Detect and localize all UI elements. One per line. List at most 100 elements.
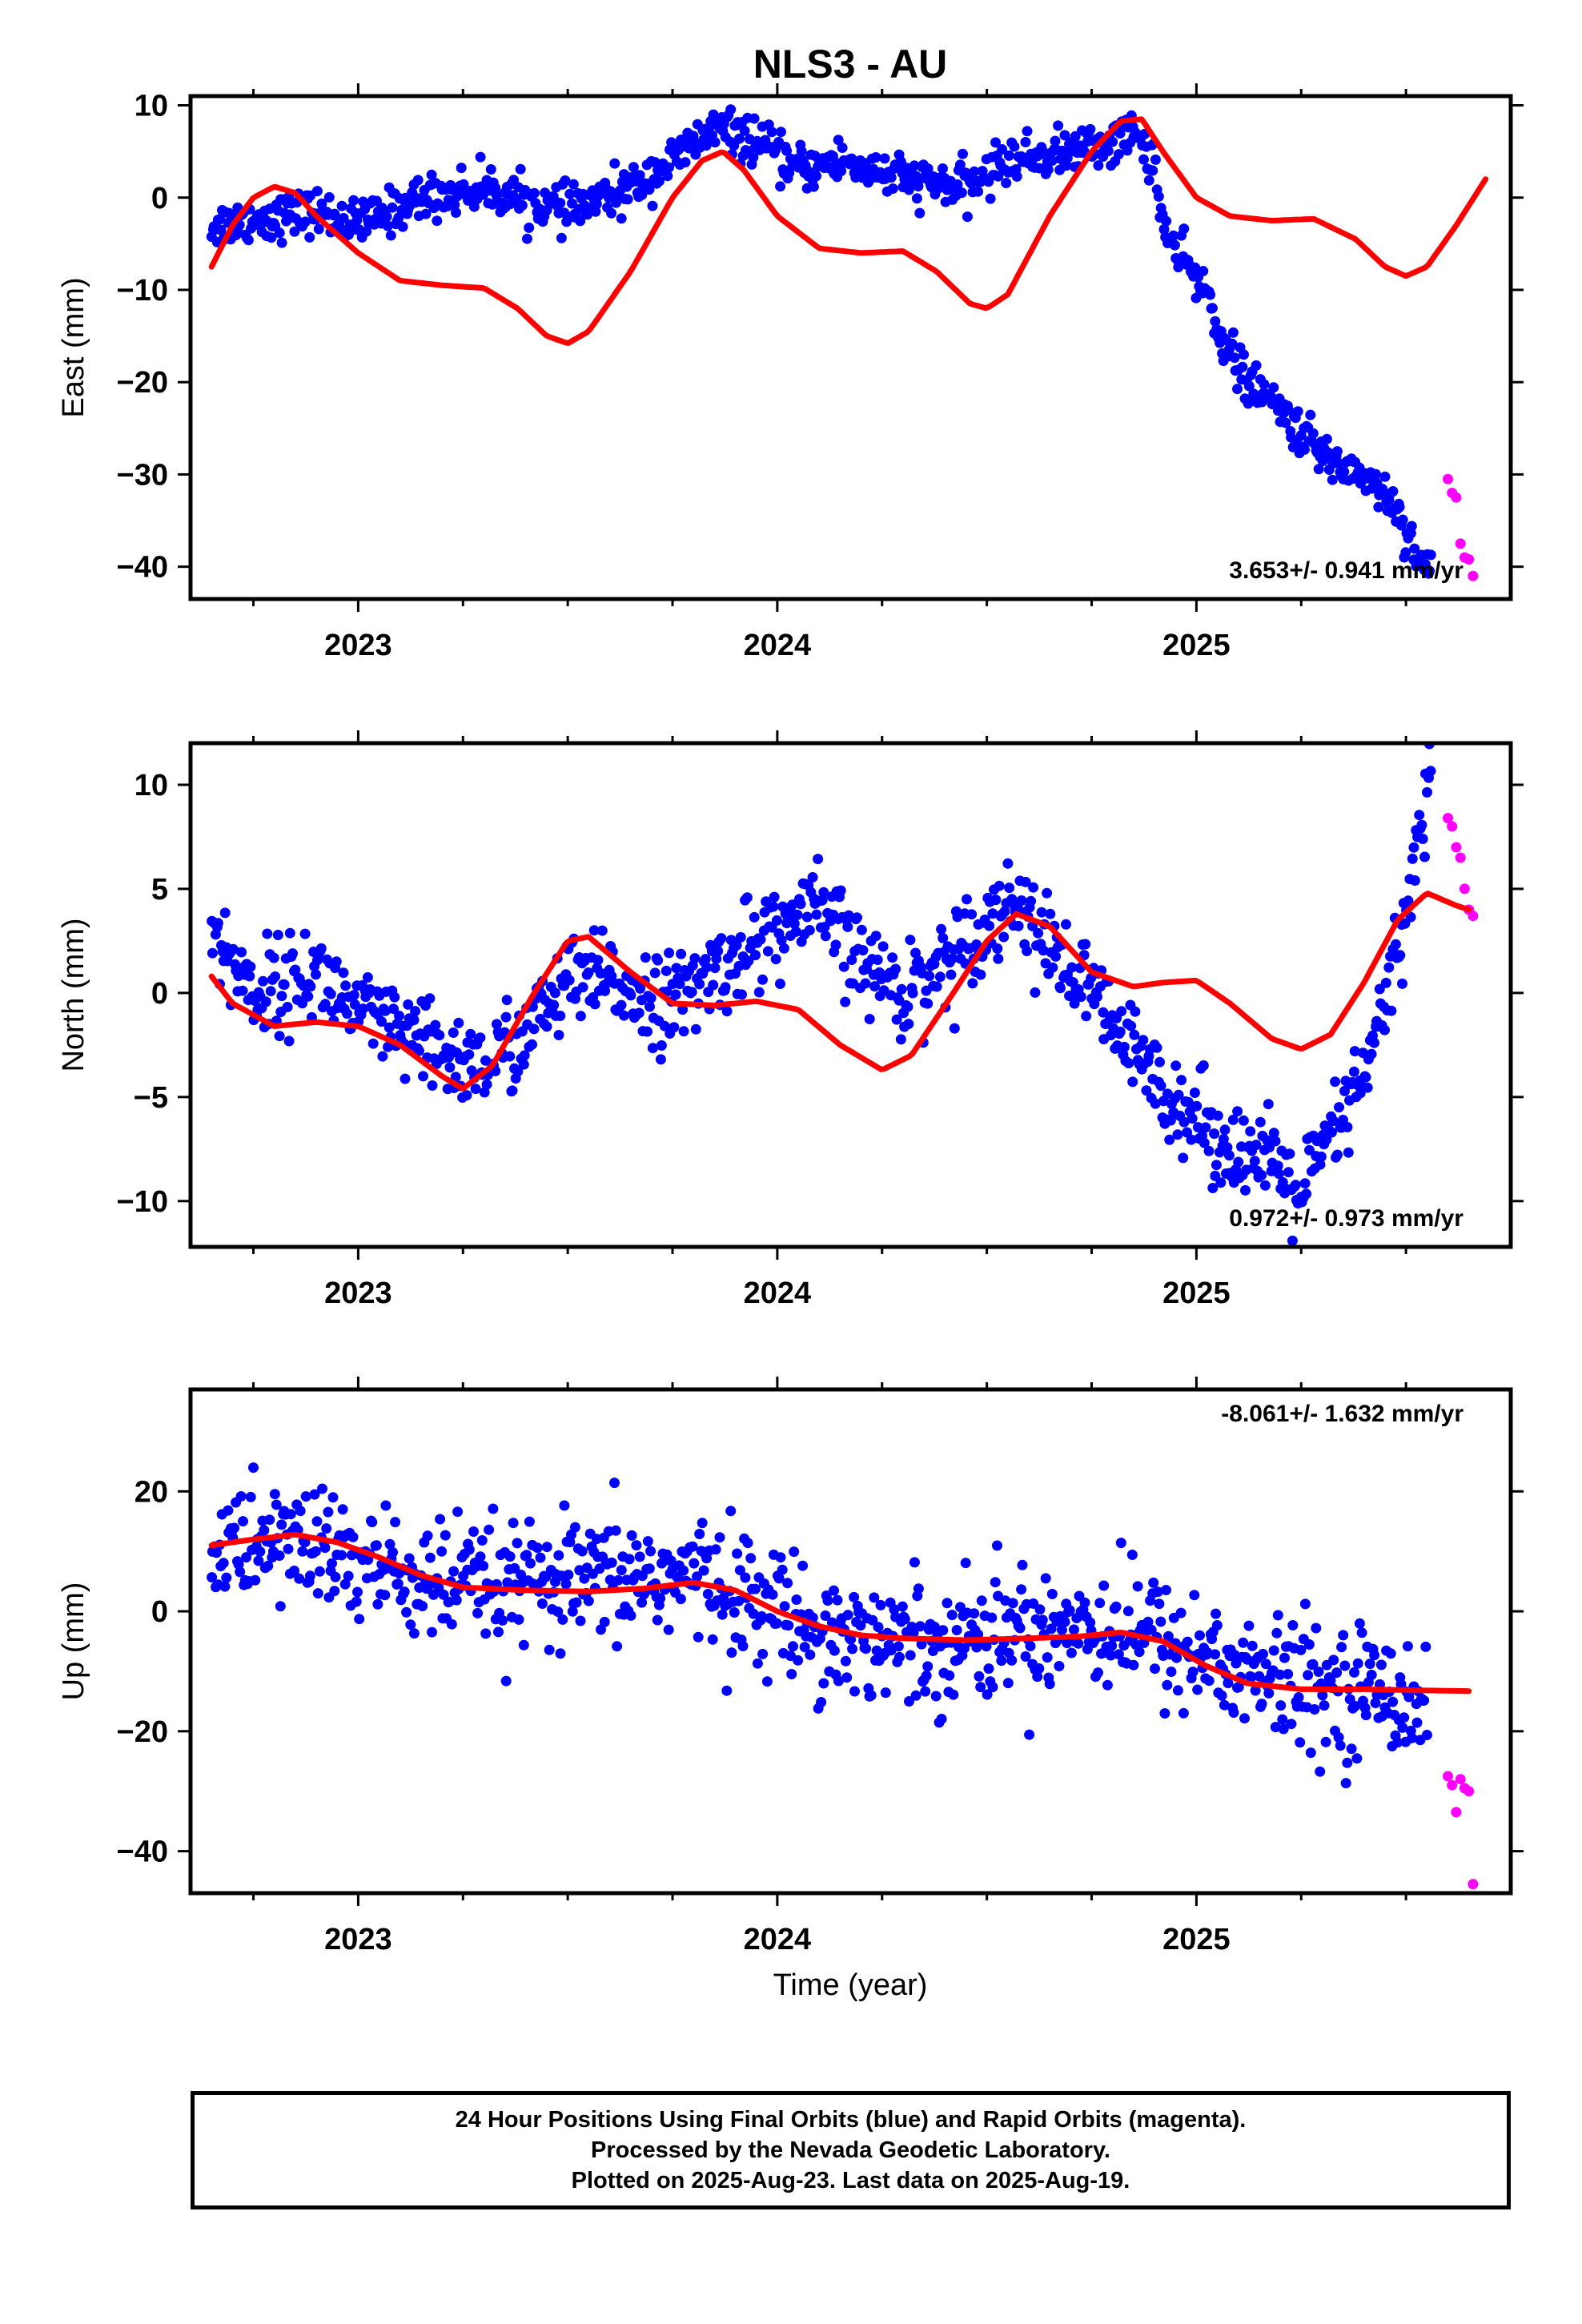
final-orbit-point	[986, 1612, 998, 1623]
final-orbit-point	[1379, 471, 1391, 482]
final-orbit-point	[317, 1483, 327, 1494]
final-orbit-point	[1338, 1630, 1349, 1641]
final-orbit-point	[742, 1538, 753, 1549]
final-orbit-point	[1392, 1737, 1403, 1748]
final-orbit-point	[1054, 1661, 1065, 1671]
final-orbit-point	[1395, 1679, 1407, 1690]
final-orbit-point	[1386, 1005, 1397, 1016]
final-orbit-point	[1366, 1048, 1377, 1059]
final-orbit-point	[665, 1555, 677, 1566]
final-orbit-point	[1414, 810, 1425, 821]
final-orbit-point	[872, 955, 883, 965]
final-orbit-point	[729, 1607, 740, 1618]
final-orbit-point	[633, 1007, 644, 1019]
final-orbit-point	[414, 1045, 424, 1056]
final-orbit-point	[424, 1552, 436, 1563]
final-orbit-point	[920, 1686, 931, 1697]
final-orbit-point	[381, 211, 392, 222]
final-orbit-point	[229, 1522, 240, 1534]
final-orbit-point	[1339, 1085, 1350, 1096]
final-orbit-point	[1045, 908, 1056, 919]
final-orbit-point	[1170, 1060, 1182, 1072]
final-orbit-point	[1176, 1075, 1187, 1086]
final-orbit-point	[367, 1517, 378, 1528]
final-orbit-point	[982, 1689, 993, 1700]
final-orbit-point	[1216, 1690, 1227, 1701]
final-orbit-point	[259, 1525, 270, 1536]
final-orbit-point	[321, 1523, 332, 1534]
final-orbit-point	[1366, 1669, 1377, 1680]
final-orbit-point	[1256, 1169, 1267, 1180]
final-orbit-point	[606, 1557, 617, 1568]
final-orbit-point	[847, 1643, 858, 1655]
final-orbit-point	[1007, 1598, 1018, 1609]
final-orbit-point	[1122, 1606, 1134, 1617]
y-tick-label: −40	[117, 1835, 168, 1869]
final-orbit-point	[1240, 1184, 1251, 1196]
final-orbit-point	[1190, 262, 1201, 273]
final-orbit-point	[536, 1598, 548, 1609]
final-orbit-point	[1328, 1655, 1339, 1666]
final-orbit-point	[207, 1572, 218, 1583]
final-orbit-point	[1050, 951, 1062, 962]
final-orbit-point	[1178, 223, 1190, 235]
final-orbit-point	[1030, 987, 1041, 998]
final-orbit-point	[548, 999, 560, 1011]
final-orbit-point	[1138, 1035, 1149, 1046]
final-orbit-point	[1239, 1713, 1250, 1724]
y-axis-label: North (mm)	[57, 918, 90, 1072]
final-orbit-point	[476, 1535, 488, 1546]
final-orbit-point	[237, 985, 248, 996]
final-orbit-point	[1303, 1670, 1314, 1681]
final-orbit-point	[1132, 1581, 1143, 1592]
final-orbit-point	[512, 1066, 524, 1077]
x-axis-label: Time (year)	[773, 1968, 928, 2002]
final-orbit-point	[1044, 1679, 1055, 1690]
final-orbit-point	[1166, 1667, 1177, 1677]
final-orbit-point	[1286, 1719, 1297, 1730]
final-orbit-point	[962, 211, 973, 223]
final-orbit-point	[635, 983, 646, 994]
final-orbit-point	[1017, 1559, 1028, 1570]
final-orbit-point	[725, 104, 737, 115]
final-orbit-point	[1243, 380, 1255, 392]
final-orbit-point	[1003, 150, 1014, 161]
y-tick-label: −5	[134, 1081, 168, 1115]
final-orbit-point	[671, 963, 682, 974]
final-orbit-point	[1370, 1698, 1381, 1708]
final-orbit-point	[1211, 1620, 1223, 1630]
final-orbit-point	[713, 946, 724, 957]
data-layer	[207, 1462, 1479, 1890]
final-orbit-point	[480, 1628, 492, 1639]
rapid-orbit-point	[1455, 538, 1466, 549]
final-orbit-point	[829, 1585, 839, 1596]
velocity-annotation: 3.653+/- 0.941 mm/yr	[1229, 557, 1464, 584]
final-orbit-point	[1195, 1630, 1205, 1641]
final-orbit-point	[1141, 1085, 1152, 1096]
final-orbit-point	[283, 1543, 294, 1554]
final-orbit-point	[1245, 1126, 1256, 1137]
final-orbit-point	[799, 1642, 810, 1653]
final-orbit-point	[1321, 1134, 1332, 1145]
final-orbit-point	[1207, 1183, 1219, 1193]
final-orbit-point	[504, 1051, 516, 1062]
final-orbit-point	[833, 1675, 844, 1687]
final-orbit-point	[567, 1606, 578, 1617]
final-orbit-point	[879, 153, 890, 164]
final-orbit-point	[789, 918, 800, 929]
final-orbit-point	[297, 998, 308, 1009]
final-orbit-point	[775, 979, 785, 989]
final-orbit-point	[693, 1631, 704, 1642]
final-orbit-point	[677, 1004, 689, 1015]
final-orbit-point	[1342, 1757, 1353, 1768]
final-orbit-point	[1126, 1020, 1137, 1031]
final-orbit-point	[967, 978, 978, 989]
y-tick-label: −30	[117, 458, 168, 492]
final-orbit-point	[311, 1516, 323, 1527]
final-orbit-point	[1143, 175, 1154, 186]
final-orbit-point	[1360, 1072, 1371, 1083]
final-orbit-point	[1233, 1156, 1244, 1168]
final-orbit-point	[1016, 895, 1027, 906]
final-orbit-point	[1278, 1723, 1289, 1735]
final-orbit-point	[1268, 1645, 1279, 1656]
